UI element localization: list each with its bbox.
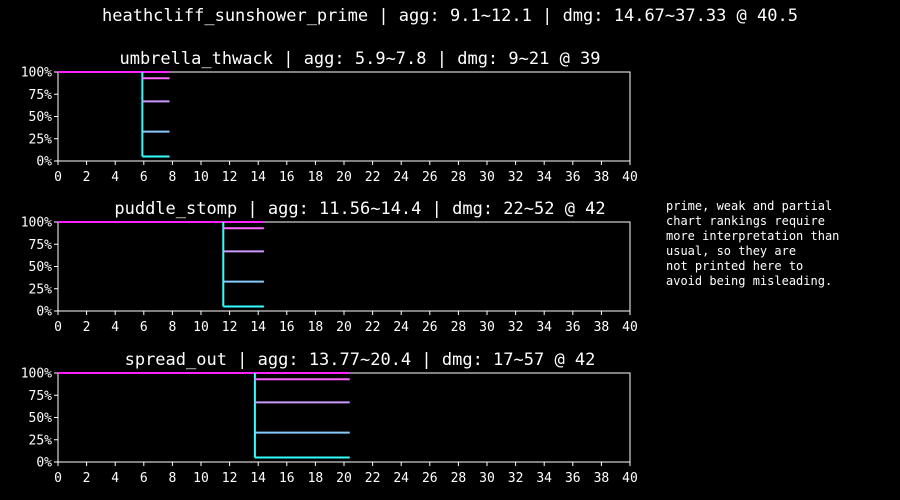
y-tick-label: 25% <box>29 433 53 448</box>
x-tick-label: 2 <box>83 471 91 486</box>
x-tick-label: 28 <box>451 471 467 486</box>
x-tick-label: 20 <box>336 471 352 486</box>
x-tick-label: 10 <box>193 170 209 185</box>
x-tick-label: 30 <box>479 320 495 335</box>
chart-panel-3: spread_out | agg: 13.77~20.4 | dmg: 17~5… <box>21 350 638 486</box>
y-tick-label: 50% <box>29 260 53 275</box>
x-tick-label: 34 <box>536 170 552 185</box>
x-tick-label: 32 <box>508 320 524 335</box>
x-tick-label: 12 <box>222 320 238 335</box>
x-tick-label: 6 <box>140 320 148 335</box>
x-tick-label: 8 <box>168 471 176 486</box>
x-tick-label: 28 <box>451 320 467 335</box>
x-tick-label: 22 <box>365 170 381 185</box>
x-tick-label: 0 <box>54 320 62 335</box>
x-tick-label: 32 <box>508 471 524 486</box>
x-tick-label: 32 <box>508 170 524 185</box>
x-tick-label: 4 <box>111 471 119 486</box>
x-tick-label: 40 <box>622 170 638 185</box>
y-tick-label: 0% <box>36 456 52 471</box>
y-tick-label: 50% <box>29 411 53 426</box>
y-tick-label: 0% <box>36 305 52 320</box>
x-tick-label: 26 <box>422 170 438 185</box>
panel-title: spread_out | agg: 13.77~20.4 | dmg: 17~5… <box>125 350 596 370</box>
x-tick-label: 18 <box>308 471 324 486</box>
x-tick-label: 14 <box>250 471 266 486</box>
x-tick-label: 36 <box>565 170 581 185</box>
x-tick-label: 12 <box>222 471 238 486</box>
plot-frame <box>57 372 631 463</box>
chart-panel-2: puddle_stomp | agg: 11.56~14.4 | dmg: 22… <box>21 199 638 335</box>
y-tick-label: 75% <box>29 238 53 253</box>
x-tick-label: 40 <box>622 320 638 335</box>
x-tick-label: 28 <box>451 170 467 185</box>
panel-title: puddle_stomp | agg: 11.56~14.4 | dmg: 22… <box>114 199 605 219</box>
x-tick-label: 20 <box>336 320 352 335</box>
y-tick-label: 25% <box>29 132 53 147</box>
x-tick-label: 2 <box>83 320 91 335</box>
y-tick-label: 100% <box>21 66 52 81</box>
y-tick-label: 0% <box>36 155 52 170</box>
plot-frame <box>57 221 631 312</box>
x-tick-label: 26 <box>422 320 438 335</box>
x-tick-label: 4 <box>111 320 119 335</box>
x-tick-label: 22 <box>365 471 381 486</box>
x-tick-label: 0 <box>54 170 62 185</box>
x-tick-label: 6 <box>140 471 148 486</box>
x-tick-label: 14 <box>250 320 266 335</box>
y-tick-label: 25% <box>29 282 53 297</box>
x-tick-label: 18 <box>308 170 324 185</box>
x-tick-label: 38 <box>594 471 610 486</box>
x-tick-label: 10 <box>193 320 209 335</box>
x-tick-label: 36 <box>565 320 581 335</box>
y-tick-label: 100% <box>21 367 52 382</box>
x-tick-label: 4 <box>111 170 119 185</box>
x-tick-label: 34 <box>536 320 552 335</box>
x-tick-label: 24 <box>393 320 409 335</box>
x-tick-label: 8 <box>168 170 176 185</box>
x-tick-label: 38 <box>594 320 610 335</box>
x-tick-label: 18 <box>308 320 324 335</box>
x-tick-label: 22 <box>365 320 381 335</box>
side-note: prime, weak and partial chart rankings r… <box>666 199 840 288</box>
x-tick-label: 30 <box>479 170 495 185</box>
y-tick-label: 50% <box>29 110 53 125</box>
x-tick-label: 38 <box>594 170 610 185</box>
x-tick-label: 24 <box>393 170 409 185</box>
x-tick-label: 0 <box>54 471 62 486</box>
x-tick-label: 30 <box>479 471 495 486</box>
x-tick-label: 24 <box>393 471 409 486</box>
x-tick-label: 34 <box>536 471 552 486</box>
x-tick-label: 16 <box>279 170 295 185</box>
x-tick-label: 6 <box>140 170 148 185</box>
y-tick-label: 100% <box>21 216 52 231</box>
x-tick-label: 12 <box>222 170 238 185</box>
x-tick-label: 20 <box>336 170 352 185</box>
panel-title: umbrella_thwack | agg: 5.9~7.8 | dmg: 9~… <box>119 49 600 69</box>
x-tick-label: 40 <box>622 471 638 486</box>
x-tick-label: 26 <box>422 471 438 486</box>
plot-frame <box>57 71 631 162</box>
chart-panel-1: umbrella_thwack | agg: 5.9~7.8 | dmg: 9~… <box>21 49 638 185</box>
x-tick-label: 2 <box>83 170 91 185</box>
x-tick-label: 10 <box>193 471 209 486</box>
x-tick-label: 8 <box>168 320 176 335</box>
x-tick-label: 16 <box>279 320 295 335</box>
main-title: heathcliff_sunshower_prime | agg: 9.1~12… <box>102 6 798 26</box>
x-tick-label: 36 <box>565 471 581 486</box>
y-tick-label: 75% <box>29 88 53 103</box>
x-tick-label: 16 <box>279 471 295 486</box>
x-tick-label: 14 <box>250 170 266 185</box>
y-tick-label: 75% <box>29 389 53 404</box>
